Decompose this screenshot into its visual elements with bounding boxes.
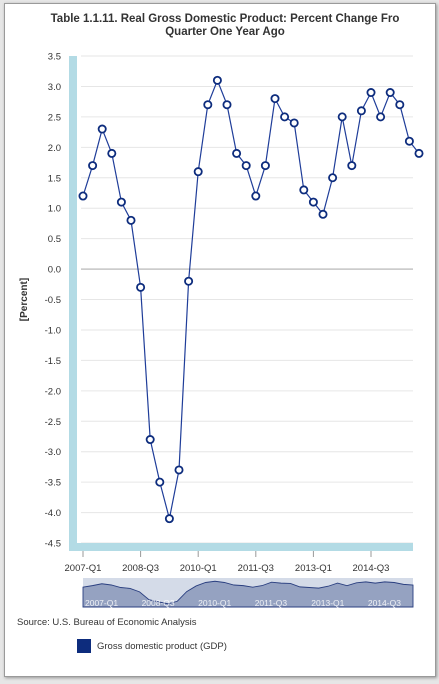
navigator-label: 2014-Q3: [368, 598, 401, 608]
range-navigator: 2007-Q1 2008-Q3 2010-Q1 2011-Q3 2013-Q1 2014-…: [82, 578, 414, 608]
data-point: [164, 514, 174, 524]
navigator-label: 2013-Q1: [311, 598, 344, 608]
chart-title: Table 1.1.11. Real Gross Domestic Produc…: [5, 13, 435, 39]
navigator-label: 2007-Q1: [85, 598, 118, 608]
y-tick-label: 2.5: [48, 112, 61, 123]
y-tick-label: 2.0: [48, 143, 61, 154]
y-axis-bar: [69, 56, 77, 551]
x-tick-label: 2007-Q1: [65, 563, 102, 574]
data-point: [385, 88, 395, 98]
data-point: [241, 161, 251, 171]
data-point: [203, 100, 213, 110]
data-point: [328, 173, 338, 183]
data-point: [356, 106, 366, 116]
data-point: [366, 88, 376, 98]
data-point: [404, 136, 414, 146]
legend[interactable]: Gross domestic product (GDP): [77, 638, 227, 654]
data-point: [212, 75, 222, 85]
data-point: [107, 148, 117, 158]
y-tick-label: -1.0: [45, 325, 61, 336]
chart-frame: Table 1.1.11. Real Gross Domestic Produc…: [4, 3, 436, 677]
y-tick-label: -4.5: [45, 539, 61, 550]
y-tick-label: -1.5: [45, 356, 61, 367]
grid-lines: [81, 55, 413, 544]
navigator-label: 2008-Q3: [142, 598, 175, 608]
y-tick-label: -3.5: [45, 478, 61, 489]
source-note: Source: U.S. Bureau of Economic Analysis: [17, 617, 197, 628]
data-point: [232, 148, 242, 158]
y-tick-label: -0.5: [45, 295, 61, 306]
data-series: [78, 75, 424, 524]
legend-swatch: [77, 639, 91, 653]
data-point: [270, 94, 280, 104]
line-chart[interactable]: 3.5 3.0 2.5 2.0 1.5 1.0 0.5 0.0 -0.5 -1.0 -1.5 -2.0…: [5, 4, 435, 616]
data-point: [193, 167, 203, 177]
x-tick-label: 2014-Q3: [353, 563, 390, 574]
y-axis: 3.5 3.0 2.5 2.0 1.5 1.0 0.5 0.0 -0.5 -1.0 -1.5 -2.0…: [19, 52, 77, 551]
data-point: [78, 191, 88, 201]
y-tick-label: 1.5: [48, 173, 61, 184]
y-tick-label: 3.5: [48, 52, 61, 63]
data-point: [318, 209, 328, 219]
chart-title-line1: Table 1.1.11. Real Gross Domestic Produc…: [50, 13, 400, 25]
x-axis-bar: [69, 543, 413, 551]
data-point: [116, 197, 126, 207]
data-point: [414, 148, 424, 158]
data-point: [136, 282, 146, 292]
data-point: [308, 197, 318, 207]
data-point: [347, 161, 357, 171]
data-point: [126, 215, 136, 225]
y-tick-label: 1.0: [48, 204, 61, 215]
data-point: [337, 112, 347, 122]
data-point: [280, 112, 290, 122]
data-point: [395, 100, 405, 110]
x-tick-label: 2010-Q1: [180, 563, 217, 574]
navigator-series-area: [82, 580, 414, 608]
data-point: [299, 185, 309, 195]
data-point: [97, 124, 107, 134]
data-point: [222, 100, 232, 110]
navigator-label: 2011-Q3: [255, 598, 288, 608]
x-axis: 2007-Q1 2008-Q3 2010-Q1 2011-Q3 2013-Q1 2014-…: [65, 543, 413, 574]
data-point: [155, 477, 165, 487]
x-tick-label: 2013-Q1: [295, 563, 332, 574]
data-point: [289, 118, 299, 128]
navigator-label: 2010-Q1: [198, 598, 231, 608]
data-point: [376, 112, 386, 122]
legend-label: Gross domestic product (GDP): [97, 640, 227, 652]
y-tick-label: -4.0: [45, 508, 61, 519]
data-point: [184, 276, 194, 286]
y-tick-label: 3.0: [48, 82, 61, 93]
y-tick-label: -3.0: [45, 447, 61, 458]
data-point: [260, 161, 270, 171]
y-axis-label: [Percent]: [19, 278, 30, 321]
y-tick-label: 0.0: [48, 265, 61, 276]
y-tick-label: 0.5: [48, 234, 61, 245]
data-point: [251, 191, 261, 201]
y-tick-label: -2.5: [45, 417, 61, 428]
data-point: [174, 465, 184, 475]
chart-title-line2: Quarter One Year Ago: [165, 26, 285, 38]
x-tick-label: 2011-Q3: [238, 563, 274, 574]
y-tick-label: -2.0: [45, 386, 61, 397]
x-tick-label: 2008-Q3: [122, 563, 159, 574]
data-point: [88, 161, 98, 171]
data-point: [145, 435, 155, 445]
